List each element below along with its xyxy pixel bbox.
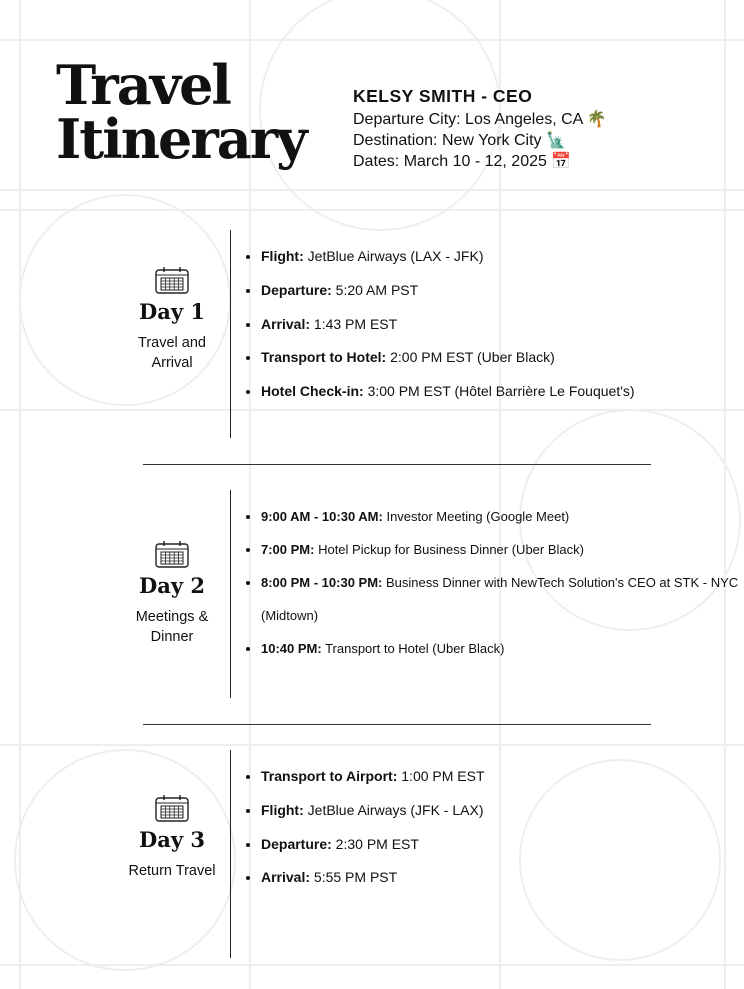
- destination: Destination: New York City 🗽: [353, 132, 566, 149]
- divider-horizontal: [143, 464, 651, 465]
- calendar-icon: [155, 795, 189, 822]
- list-item: Flight: JetBlue Airways (JFK - LAX): [261, 794, 485, 828]
- day-subtitle: Return Travel: [128, 863, 216, 879]
- day-title: Day 3: [139, 827, 205, 852]
- day-items: Transport to Airport: 1:00 PM ESTFlight:…: [244, 760, 485, 895]
- item-label: 7:00 PM:: [261, 542, 315, 557]
- day-label-block: Day 3 Return Travel: [110, 794, 234, 881]
- item-label: Transport to Airport:: [261, 768, 398, 784]
- item-value: Hotel Pickup for Business Dinner (Uber B…: [314, 542, 584, 557]
- item-value: 3:00 PM EST (Hôtel Barrière Le Fouquet's…: [363, 383, 635, 400]
- list-item: Flight: JetBlue Airways (LAX - JFK): [261, 240, 635, 274]
- item-value: 2:00 PM EST (Uber Black): [386, 349, 555, 366]
- title-line-1: Travel: [56, 53, 232, 117]
- item-value: JetBlue Airways (LAX - JFK): [303, 248, 484, 264]
- day-subtitle: Travel and Arrival: [138, 335, 206, 371]
- item-label: Flight:: [261, 248, 304, 264]
- list-item: 10:40 PM: Transport to Hotel (Uber Black…: [261, 632, 744, 665]
- list-item: Hotel Check-in: 3:00 PM EST (Hôtel Barri…: [261, 375, 635, 409]
- divider-vertical: [230, 230, 231, 438]
- calendar-icon: [155, 541, 189, 568]
- item-value: 1:43 PM EST: [310, 315, 398, 332]
- divider-vertical: [230, 490, 231, 698]
- list-item: 7:00 PM: Hotel Pickup for Business Dinne…: [261, 533, 744, 566]
- item-label: 9:00 AM - 10:30 AM:: [261, 509, 383, 524]
- dates: Dates: March 10 - 12, 2025 📅: [353, 153, 572, 170]
- traveler-name: KELSY SMITH - CEO: [353, 86, 533, 106]
- item-label: Hotel Check-in:: [261, 383, 364, 400]
- traveler-info: KELSY SMITH - CEO Departure City: Los An…: [353, 86, 607, 172]
- day-label-block: Day 1 Travel and Arrival: [110, 266, 234, 373]
- list-item: Transport to Hotel: 2:00 PM EST (Uber Bl…: [261, 341, 635, 375]
- item-label: Transport to Hotel:: [261, 349, 387, 366]
- list-item: Departure: 5:20 AM PST: [261, 274, 635, 308]
- item-label: 8:00 PM - 10:30 PM:: [261, 575, 383, 590]
- item-value: Transport to Hotel (Uber Black): [321, 641, 505, 656]
- item-value: 5:20 AM PST: [331, 281, 419, 298]
- item-value: Investor Meeting (Google Meet): [382, 509, 570, 524]
- day-section: Day 3 Return Travel Transport to Airport…: [0, 750, 744, 958]
- departure-city: Departure City: Los Angeles, CA 🌴: [353, 111, 607, 128]
- page-title: Travel Itinerary: [56, 53, 308, 171]
- day-subtitle: Meetings & Dinner: [135, 609, 209, 645]
- list-item: Arrival: 1:43 PM EST: [261, 308, 635, 342]
- item-value: Business Dinner with NewTech Solution's …: [261, 575, 739, 623]
- day-label-block: Day 2 Meetings & Dinner: [110, 540, 234, 647]
- item-label: Flight:: [261, 801, 304, 818]
- day-items: Flight: JetBlue Airways (LAX - JFK)Depar…: [244, 240, 635, 409]
- item-value: 1:00 PM EST: [397, 768, 485, 784]
- list-item: 9:00 AM - 10:30 AM: Investor Meeting (Go…: [261, 500, 744, 533]
- item-label: Arrival:: [261, 315, 311, 332]
- item-label: 10:40 PM:: [261, 641, 322, 656]
- list-item: Arrival: 5:55 PM PST: [261, 861, 485, 895]
- item-label: Departure:: [261, 281, 332, 298]
- day-title: Day 2: [139, 573, 205, 598]
- calendar-icon: [155, 267, 189, 294]
- item-value: 5:55 PM PST: [310, 869, 398, 886]
- day-title: Day 1: [139, 299, 205, 324]
- divider-horizontal: [143, 724, 651, 725]
- item-label: Arrival:: [261, 869, 311, 886]
- day-section: Day 1 Travel and Arrival Flight: JetBlue…: [0, 230, 744, 438]
- item-value: JetBlue Airways (JFK - LAX): [303, 801, 484, 818]
- list-item: 8:00 PM - 10:30 PM: Business Dinner with…: [261, 566, 744, 632]
- item-value: 2:30 PM EST: [331, 835, 419, 852]
- list-item: Transport to Airport: 1:00 PM EST: [261, 760, 485, 794]
- item-label: Departure:: [261, 835, 332, 852]
- title-line-2: Itinerary: [56, 107, 308, 171]
- day-section: Day 2 Meetings & Dinner 9:00 AM - 10:30 …: [0, 490, 744, 698]
- day-items: 9:00 AM - 10:30 AM: Investor Meeting (Go…: [244, 500, 744, 665]
- divider-vertical: [230, 750, 231, 958]
- list-item: Departure: 2:30 PM EST: [261, 828, 485, 862]
